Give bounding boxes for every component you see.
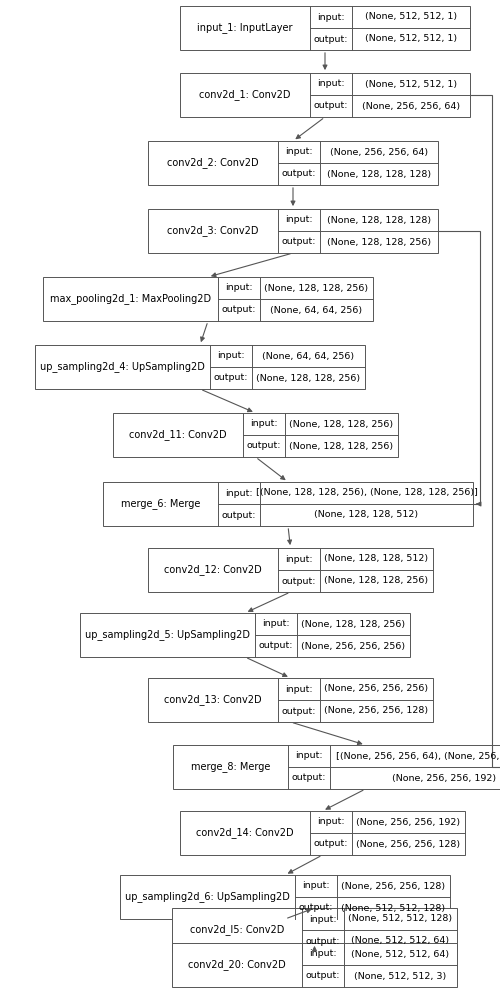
- Text: (None, 256, 256, 192): (None, 256, 256, 192): [356, 818, 461, 826]
- Text: input:: input:: [317, 818, 345, 826]
- Text: output:: output:: [282, 169, 316, 178]
- Text: (None, 512, 512, 128): (None, 512, 512, 128): [348, 914, 453, 924]
- Bar: [180, 811, 465, 855]
- Text: [(None, 256, 256, 64), (None, 256, 256, 128)]: [(None, 256, 256, 64), (None, 256, 256, …: [336, 752, 500, 760]
- Text: (None, 128, 128, 256): (None, 128, 128, 256): [302, 619, 406, 629]
- Text: output:: output:: [292, 774, 326, 782]
- Bar: [180, 6, 470, 50]
- Bar: [173, 745, 500, 789]
- Text: output:: output:: [282, 706, 316, 716]
- Text: max_pooling2d_1: MaxPooling2D: max_pooling2d_1: MaxPooling2D: [50, 294, 211, 304]
- Text: input:: input:: [225, 284, 253, 292]
- Text: (None, 128, 128, 128): (None, 128, 128, 128): [327, 169, 431, 178]
- Bar: [43, 277, 373, 321]
- Bar: [180, 73, 470, 117]
- Text: output:: output:: [259, 642, 293, 650]
- Bar: [148, 548, 433, 592]
- Text: (None, 512, 512, 64): (None, 512, 512, 64): [352, 950, 450, 958]
- Text: conv2d_20: Conv2D: conv2d_20: Conv2D: [188, 960, 286, 970]
- Text: (None, 256, 256, 128): (None, 256, 256, 128): [324, 706, 428, 716]
- Text: input:: input:: [250, 420, 278, 428]
- Text: input:: input:: [302, 882, 330, 890]
- Text: conv2d_11: Conv2D: conv2d_11: Conv2D: [129, 430, 227, 440]
- Text: (None, 256, 256, 128): (None, 256, 256, 128): [356, 840, 461, 848]
- Text: up_sampling2d_5: UpSampling2D: up_sampling2d_5: UpSampling2D: [85, 630, 250, 640]
- Text: (None, 256, 256, 256): (None, 256, 256, 256): [302, 642, 406, 650]
- Text: (None, 128, 128, 256): (None, 128, 128, 256): [256, 373, 360, 382]
- Text: [(None, 128, 128, 256), (None, 128, 128, 256)]: [(None, 128, 128, 256), (None, 128, 128,…: [256, 488, 478, 497]
- Text: (None, 128, 128, 256): (None, 128, 128, 256): [264, 284, 368, 292]
- Text: (None, 256, 256, 192): (None, 256, 256, 192): [392, 774, 496, 782]
- Text: conv2d_l5: Conv2D: conv2d_l5: Conv2D: [190, 925, 284, 935]
- Text: input:: input:: [285, 684, 313, 694]
- Text: input:: input:: [225, 488, 253, 497]
- Text: merge_8: Merge: merge_8: Merge: [191, 762, 270, 772]
- Bar: [148, 141, 438, 185]
- Text: input:: input:: [317, 80, 345, 89]
- Text: (None, 512, 512, 3): (None, 512, 512, 3): [354, 972, 446, 980]
- Bar: [148, 209, 438, 253]
- Text: (None, 64, 64, 256): (None, 64, 64, 256): [270, 306, 362, 314]
- Text: output:: output:: [299, 904, 333, 912]
- Text: input:: input:: [309, 914, 337, 924]
- Text: input:: input:: [262, 619, 290, 629]
- Text: (None, 256, 256, 64): (None, 256, 256, 64): [330, 147, 428, 156]
- Text: (None, 256, 256, 64): (None, 256, 256, 64): [362, 102, 460, 110]
- Text: (None, 512, 512, 1): (None, 512, 512, 1): [365, 80, 457, 89]
- Text: (None, 512, 512, 1): (None, 512, 512, 1): [365, 12, 457, 21]
- Text: input_1: InputLayer: input_1: InputLayer: [197, 23, 293, 33]
- Bar: [172, 943, 457, 987]
- Text: (None, 512, 512, 1): (None, 512, 512, 1): [365, 34, 457, 43]
- Text: output:: output:: [314, 34, 348, 43]
- Bar: [103, 482, 473, 526]
- Text: output:: output:: [214, 373, 248, 382]
- Text: input:: input:: [317, 12, 345, 21]
- Text: merge_6: Merge: merge_6: Merge: [121, 499, 200, 509]
- Text: up_sampling2d_4: UpSampling2D: up_sampling2d_4: UpSampling2D: [40, 362, 205, 372]
- Text: conv2d_14: Conv2D: conv2d_14: Conv2D: [196, 828, 294, 838]
- Text: input:: input:: [285, 147, 313, 156]
- Text: output:: output:: [314, 102, 348, 110]
- Text: (None, 64, 64, 256): (None, 64, 64, 256): [262, 352, 354, 360]
- Text: (None, 256, 256, 128): (None, 256, 256, 128): [342, 882, 446, 890]
- Text: output:: output:: [314, 840, 348, 848]
- Text: (None, 512, 512, 64): (None, 512, 512, 64): [352, 936, 450, 946]
- Text: (None, 256, 256, 256): (None, 256, 256, 256): [324, 684, 428, 694]
- Text: conv2d_1: Conv2D: conv2d_1: Conv2D: [199, 90, 291, 100]
- Text: input:: input:: [285, 216, 313, 225]
- Text: output:: output:: [282, 576, 316, 585]
- Text: (None, 128, 128, 128): (None, 128, 128, 128): [327, 216, 431, 225]
- Text: (None, 128, 128, 512): (None, 128, 128, 512): [324, 554, 428, 564]
- Bar: [113, 413, 398, 457]
- Text: input:: input:: [295, 752, 323, 760]
- Bar: [35, 345, 365, 389]
- Text: input:: input:: [309, 950, 337, 958]
- Bar: [172, 908, 457, 952]
- Text: output:: output:: [247, 442, 281, 450]
- Text: output:: output:: [222, 306, 256, 314]
- Text: output:: output:: [306, 972, 340, 980]
- Text: output:: output:: [306, 936, 340, 946]
- Text: (None, 128, 128, 512): (None, 128, 128, 512): [314, 510, 418, 520]
- Bar: [148, 678, 433, 722]
- Text: (None, 128, 128, 256): (None, 128, 128, 256): [324, 576, 428, 585]
- Text: up_sampling2d_6: UpSampling2D: up_sampling2d_6: UpSampling2D: [125, 892, 290, 902]
- Text: (None, 128, 128, 256): (None, 128, 128, 256): [290, 442, 394, 450]
- Text: conv2d_2: Conv2D: conv2d_2: Conv2D: [167, 158, 259, 168]
- Bar: [80, 613, 410, 657]
- Bar: [120, 875, 450, 919]
- Text: conv2d_3: Conv2D: conv2d_3: Conv2D: [167, 226, 259, 236]
- Text: (None, 128, 128, 256): (None, 128, 128, 256): [327, 237, 431, 246]
- Text: input:: input:: [217, 352, 245, 360]
- Text: (None, 128, 128, 256): (None, 128, 128, 256): [290, 420, 394, 428]
- Text: input:: input:: [285, 554, 313, 564]
- Text: conv2d_12: Conv2D: conv2d_12: Conv2D: [164, 565, 262, 575]
- Text: (None, 512, 512, 128): (None, 512, 512, 128): [342, 904, 446, 912]
- Text: conv2d_13: Conv2D: conv2d_13: Conv2D: [164, 695, 262, 705]
- Text: output:: output:: [282, 237, 316, 246]
- Text: output:: output:: [222, 510, 256, 520]
